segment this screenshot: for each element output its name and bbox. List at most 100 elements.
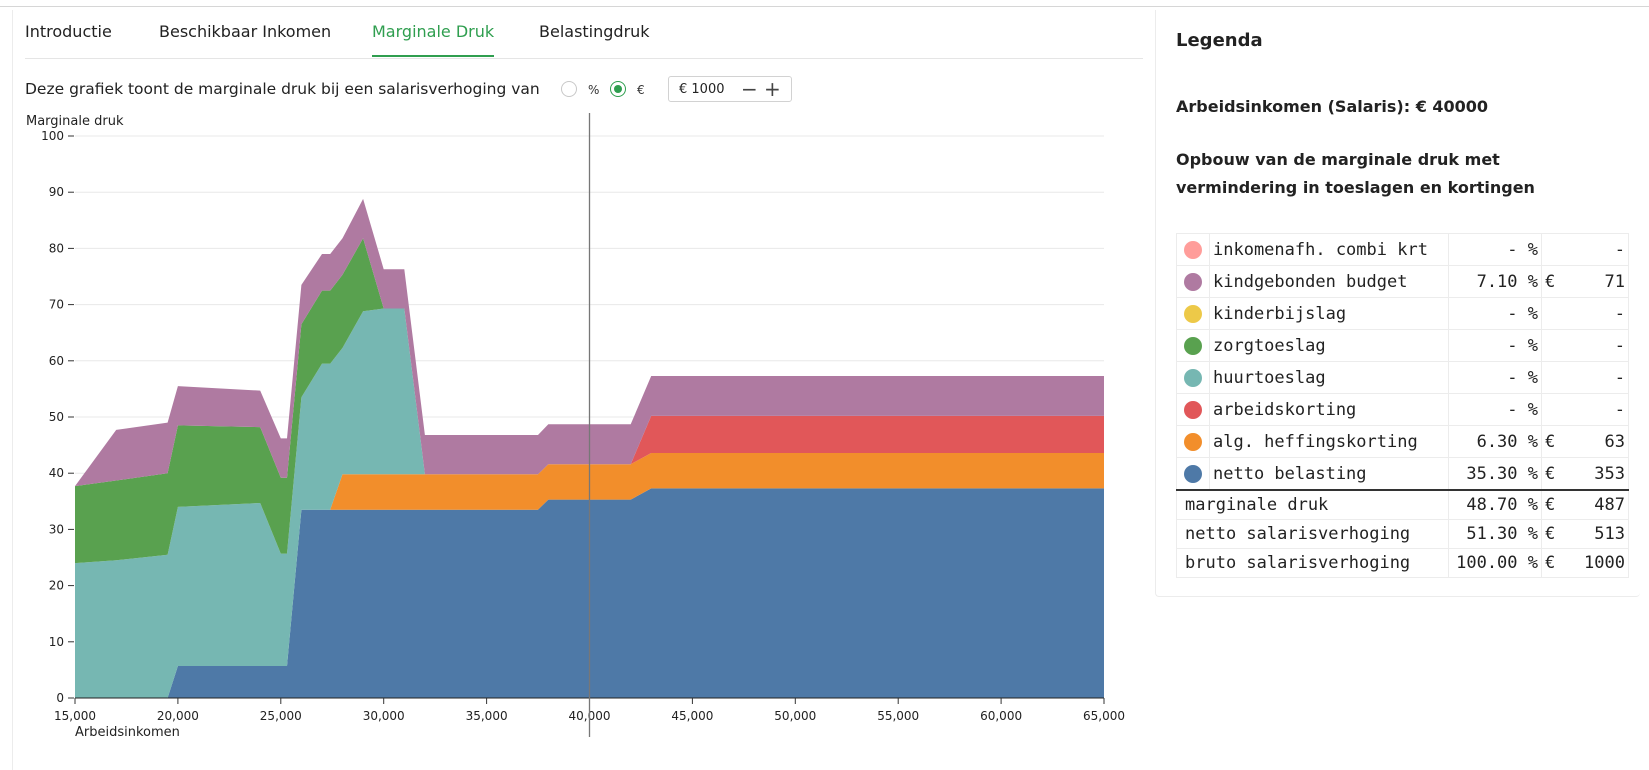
y-tick-label: 10 xyxy=(49,635,64,649)
x-tick-label: 45,000 xyxy=(671,709,713,723)
radio-euro[interactable] xyxy=(610,81,626,97)
legend-amount: 1000 xyxy=(1584,553,1625,573)
x-tick-label: 65,000 xyxy=(1083,709,1125,723)
legend-color-dot xyxy=(1184,368,1202,387)
area-kindgebonden-budget xyxy=(75,198,1104,487)
radio-percent[interactable] xyxy=(561,81,577,97)
tab-belastingdruk[interactable]: Belastingdruk xyxy=(539,22,650,41)
legend-color-dot xyxy=(1184,432,1202,451)
legend-item-name: zorgtoeslag xyxy=(1209,329,1449,362)
legend-total-row: netto salarisverhoging 51.30 % €513 xyxy=(1176,519,1629,549)
legend-color-dot xyxy=(1184,336,1202,355)
legend-amount: - xyxy=(1614,335,1625,356)
legend-total-row: marginale druk 48.70 % €487 xyxy=(1176,489,1629,520)
legend-row: netto belasting 35.30 % €353 xyxy=(1176,457,1629,491)
tab-beschikbaar-inkomen[interactable]: Beschikbaar Inkomen xyxy=(159,22,332,41)
legend-item-percent: - % xyxy=(1448,297,1542,330)
legend-color-dot xyxy=(1184,304,1202,323)
legend-row: kinderbijslag - % - xyxy=(1176,297,1629,330)
plus-icon[interactable]: + xyxy=(764,77,781,101)
x-tick-label: 15,000 xyxy=(54,709,96,723)
y-tick-label: 30 xyxy=(49,522,64,536)
legend-item-percent: - % xyxy=(1448,233,1542,266)
legend-total-name: netto salarisverhoging xyxy=(1176,519,1449,549)
legend-amount-cell: €63 xyxy=(1541,425,1629,458)
legend-amount-cell: €487 xyxy=(1541,489,1629,520)
tab-introductie[interactable]: Introductie xyxy=(25,22,112,41)
breakdown-title: Opbouw van de marginale druk met vermind… xyxy=(1176,150,1535,197)
y-tick-label: 0 xyxy=(56,691,64,705)
radio-percent-label: % xyxy=(588,83,600,97)
legend-item-name: inkomenafh. combi krt xyxy=(1209,233,1449,266)
y-tick-label: 80 xyxy=(49,241,64,255)
legend-swatch-cell xyxy=(1176,329,1210,362)
legend-row: zorgtoeslag - % - xyxy=(1176,329,1629,362)
minus-icon[interactable]: − xyxy=(741,77,758,101)
legend-currency: € xyxy=(1545,553,1556,573)
legend-color-dot xyxy=(1184,400,1202,419)
legend-swatch-cell xyxy=(1176,361,1210,394)
legend-swatch-cell xyxy=(1176,457,1210,491)
legend-item-percent: - % xyxy=(1448,393,1542,426)
legend-item-name: arbeidskorting xyxy=(1209,393,1449,426)
legend-item-name: kindgebonden budget xyxy=(1209,265,1449,298)
y-tick-label: 70 xyxy=(49,298,64,312)
legend-row: arbeidskorting - % - xyxy=(1176,393,1629,426)
y-tick-label: 50 xyxy=(49,410,64,424)
y-tick-label: 40 xyxy=(49,466,64,480)
y-tick-label: 90 xyxy=(49,185,64,199)
legend-amount-cell: €353 xyxy=(1541,457,1629,491)
area-huurtoeslag xyxy=(75,308,1104,698)
legend-item-percent: 6.30 % xyxy=(1448,425,1542,458)
legend-currency: € xyxy=(1545,524,1556,544)
x-tick-label: 50,000 xyxy=(774,709,816,723)
legend-total-percent: 100.00 % xyxy=(1448,548,1542,578)
x-tick-label: 25,000 xyxy=(260,709,302,723)
legend-currency: € xyxy=(1545,271,1556,292)
legend-amount-cell: - xyxy=(1541,361,1629,394)
radio-euro-label: € xyxy=(637,83,645,97)
tab-bar: Introductie Beschikbaar Inkomen Marginal… xyxy=(25,14,1143,59)
marginal-pressure-chart: Marginale druk Arbeidsinkomen 0 10 20 30 40 5… xyxy=(26,113,1125,740)
legend-currency: € xyxy=(1545,463,1556,484)
legend-total-percent: 51.30 % xyxy=(1448,519,1542,549)
amount-stepper: − + xyxy=(668,76,792,102)
legend-amount: 513 xyxy=(1594,524,1625,544)
legend-table: inkomenafh. combi krt - % - kindgebonden bu… xyxy=(1176,233,1629,578)
top-divider xyxy=(0,6,1649,7)
salary-text: Arbeidsinkomen (Salaris): € 40000 xyxy=(1176,97,1489,116)
area-zorgtoeslag xyxy=(75,238,1104,564)
x-tick-label: 55,000 xyxy=(877,709,919,723)
legend-amount: - xyxy=(1614,239,1625,260)
x-tick-label: 60,000 xyxy=(980,709,1022,723)
legend-amount-cell: €1000 xyxy=(1541,548,1629,578)
legend-total-name: marginale druk xyxy=(1176,489,1449,520)
legend-amount-cell: €513 xyxy=(1541,519,1629,549)
legend-item-percent: 35.30 % xyxy=(1448,457,1542,491)
legend-amount-cell: - xyxy=(1541,233,1629,266)
area-alg-heffingskorting xyxy=(75,453,1104,698)
legend-swatch-cell xyxy=(1176,233,1210,266)
amount-input[interactable] xyxy=(679,82,739,97)
y-axis-label: Marginale druk xyxy=(26,114,124,129)
legend-swatch-cell xyxy=(1176,393,1210,426)
legend-currency: € xyxy=(1545,431,1556,452)
legend-color-dot xyxy=(1184,272,1202,291)
legend-row: huurtoeslag - % - xyxy=(1176,361,1629,394)
legend-amount-cell: €71 xyxy=(1541,265,1629,298)
legend-item-percent: 7.10 % xyxy=(1448,265,1542,298)
legend-color-dot xyxy=(1184,464,1202,483)
legend-amount-cell: - xyxy=(1541,329,1629,362)
legend-item-name: alg. heffingskorting xyxy=(1209,425,1449,458)
legend-panel: Legenda Arbeidsinkomen (Salaris): € 4000… xyxy=(1155,10,1640,597)
legend-title: Legenda xyxy=(1176,30,1263,51)
left-divider xyxy=(12,10,13,770)
legend-amount: 353 xyxy=(1594,463,1625,484)
legend-item-percent: - % xyxy=(1448,361,1542,394)
tab-marginale-druk[interactable]: Marginale Druk xyxy=(372,22,495,57)
legend-item-percent: - % xyxy=(1448,329,1542,362)
area-arbeidskorting xyxy=(75,415,1104,698)
chart-description: Deze grafiek toont de marginale druk bij… xyxy=(25,80,540,98)
legend-swatch-cell xyxy=(1176,297,1210,330)
legend-item-name: huurtoeslag xyxy=(1209,361,1449,394)
